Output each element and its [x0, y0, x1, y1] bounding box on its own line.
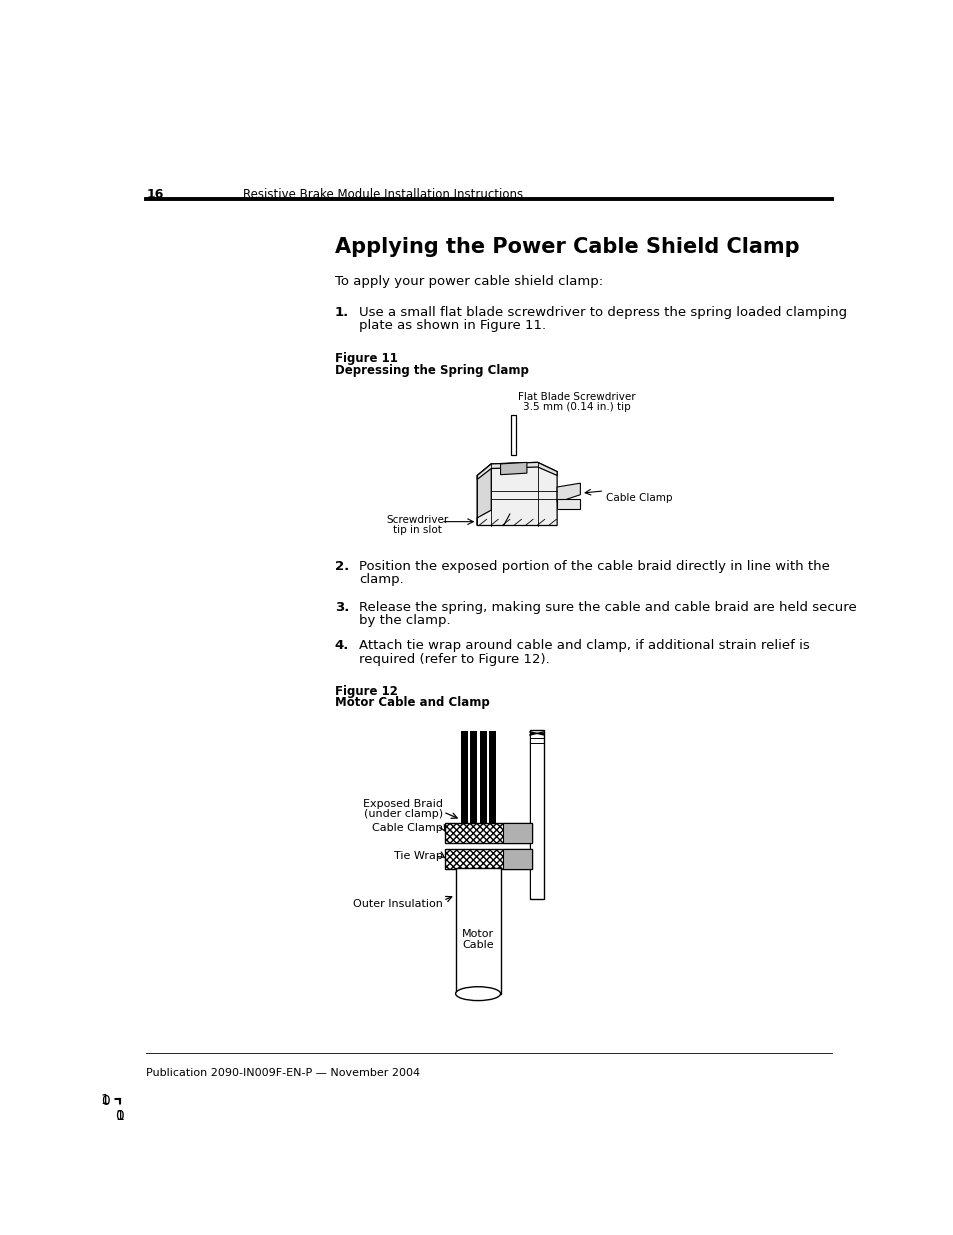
Polygon shape [476, 462, 557, 479]
Bar [460, 731, 468, 824]
Polygon shape [476, 462, 557, 526]
Bar [510, 415, 516, 454]
Text: 1.: 1. [335, 306, 349, 319]
Bar [530, 736, 542, 898]
Polygon shape [557, 483, 579, 503]
Text: Motor Cable and Clamp: Motor Cable and Clamp [335, 697, 489, 709]
Text: by the clamp.: by the clamp. [359, 614, 451, 627]
Bar [479, 731, 486, 824]
Text: Position the exposed portion of the cable braid directly in line with the: Position the exposed portion of the cabl… [359, 561, 829, 573]
Text: 4.: 4. [335, 640, 349, 652]
Text: clamp.: clamp. [359, 573, 404, 587]
Text: Figure 12: Figure 12 [335, 685, 397, 698]
Text: Applying the Power Cable Shield Clamp: Applying the Power Cable Shield Clamp [335, 237, 799, 257]
Text: Figure 11: Figure 11 [335, 352, 397, 366]
Text: Depressing the Spring Clamp: Depressing the Spring Clamp [335, 364, 528, 377]
Text: Publication 2090-IN009F-EN-P — November 2004: Publication 2090-IN009F-EN-P — November … [146, 1067, 420, 1078]
Text: Flat Blade Screwdriver: Flat Blade Screwdriver [517, 391, 635, 401]
Text: Tie Wrap: Tie Wrap [394, 851, 443, 861]
Polygon shape [500, 462, 526, 474]
Text: 2.: 2. [335, 561, 349, 573]
Text: (under clamp): (under clamp) [364, 809, 443, 819]
Bar [557, 499, 579, 509]
Text: plate as shown in Figure 11.: plate as shown in Figure 11. [359, 319, 546, 332]
Bar [444, 848, 531, 869]
Bar [488, 731, 496, 824]
Bar [502, 848, 531, 869]
Text: Release the spring, making sure the cable and cable braid are held secure: Release the spring, making sure the cabl… [359, 601, 857, 614]
Bar [444, 848, 502, 869]
Text: 16: 16 [146, 188, 164, 201]
Bar [444, 823, 502, 842]
Text: Cable Clamp: Cable Clamp [605, 493, 672, 503]
Text: Use a small flat blade screwdriver to depress the spring loaded clamping: Use a small flat blade screwdriver to de… [359, 306, 846, 319]
Bar [456, 868, 500, 994]
Text: Resistive Brake Module Installation Instructions: Resistive Brake Module Installation Inst… [243, 188, 523, 201]
Text: tip in slot: tip in slot [393, 525, 441, 535]
Text: Screwdriver: Screwdriver [386, 515, 448, 525]
Ellipse shape [456, 987, 500, 1000]
Polygon shape [476, 464, 491, 526]
Text: 3.: 3. [335, 601, 349, 614]
Bar [470, 731, 476, 824]
Text: Outer Insulation: Outer Insulation [353, 899, 443, 909]
Text: 3.5 mm (0.14 in.) tip: 3.5 mm (0.14 in.) tip [522, 403, 630, 412]
Bar [444, 823, 531, 842]
Text: To apply your power cable shield clamp:: To apply your power cable shield clamp: [335, 275, 602, 288]
Text: required (refer to Figure 12).: required (refer to Figure 12). [359, 652, 550, 666]
Text: Attach tie wrap around cable and clamp, if additional strain relief is: Attach tie wrap around cable and clamp, … [359, 640, 809, 652]
Text: Motor: Motor [461, 929, 494, 939]
Text: Exposed Braid: Exposed Braid [363, 799, 443, 809]
Text: Cable Clamp: Cable Clamp [372, 823, 443, 832]
Text: Cable: Cable [462, 940, 494, 950]
Bar [502, 823, 531, 842]
Bar [530, 730, 543, 899]
